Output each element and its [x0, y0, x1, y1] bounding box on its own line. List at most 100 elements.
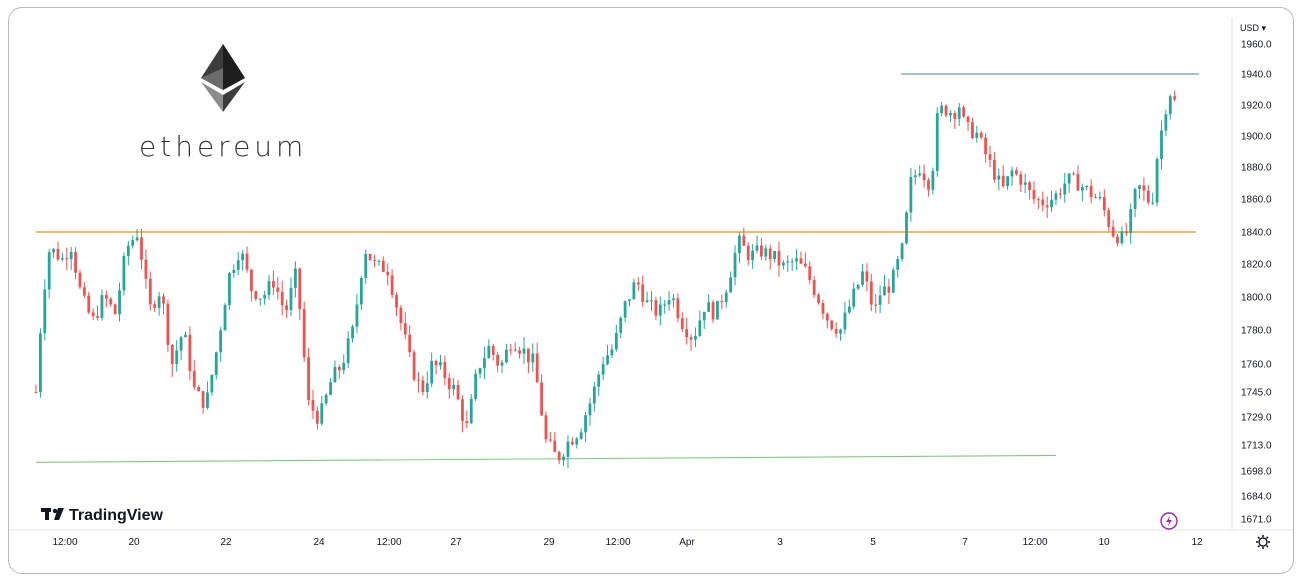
chart-canvas[interactable]: USD ▾ 1960.0 1940.0 1920.0 1900.0 1880.0 1860…: [9, 8, 1293, 573]
candle: [821, 299, 825, 320]
candle-body: [676, 298, 680, 319]
candle-body: [817, 294, 820, 303]
candle: [452, 378, 456, 396]
candle: [773, 250, 776, 263]
candle: [896, 255, 900, 278]
candle: [206, 381, 209, 410]
candle: [544, 411, 548, 444]
candle-body: [381, 260, 385, 272]
candle-body: [931, 171, 935, 190]
candle-body: [368, 253, 372, 261]
candle-body: [100, 295, 104, 318]
time-tick-label: 12:00: [1022, 537, 1047, 548]
candle: [175, 340, 179, 372]
time-tick-label: 22: [220, 537, 232, 548]
candle-body: [320, 403, 324, 424]
candle-body: [236, 260, 240, 270]
candle: [957, 103, 961, 127]
time-tick-label: Apr: [679, 537, 695, 548]
candle-body: [949, 112, 952, 116]
candle: [219, 326, 223, 362]
candle-body: [654, 300, 658, 316]
candle: [834, 322, 838, 338]
candle-body: [373, 260, 376, 262]
candle-body: [74, 251, 77, 273]
candle: [390, 269, 394, 299]
candle: [1067, 173, 1071, 193]
candle-body: [219, 330, 223, 353]
gear-icon[interactable]: [1256, 535, 1270, 549]
candle: [777, 241, 781, 277]
candle-body: [201, 391, 205, 408]
candle-body: [267, 280, 271, 296]
candle-body: [773, 250, 776, 260]
candle: [553, 431, 557, 453]
candle: [346, 331, 350, 369]
candle: [395, 292, 398, 317]
candle-body: [1010, 170, 1014, 177]
candle: [667, 290, 671, 312]
candle: [118, 282, 121, 322]
candle-body: [82, 287, 86, 296]
candle-body: [905, 212, 908, 244]
candle: [1036, 197, 1040, 210]
candle: [680, 312, 684, 332]
candle-body: [232, 269, 236, 273]
candle: [373, 255, 376, 268]
candle: [1085, 184, 1089, 191]
candle: [579, 428, 583, 441]
candle: [636, 277, 640, 291]
candle-body: [1058, 193, 1062, 195]
price-tick-label: 1671.0: [1241, 515, 1272, 526]
candle: [1173, 90, 1177, 102]
candle: [179, 335, 183, 361]
candle: [685, 317, 689, 345]
candle-body: [975, 132, 979, 138]
candle-body: [118, 290, 121, 315]
candle: [531, 343, 535, 372]
candle-body: [760, 245, 763, 257]
candle-body: [548, 439, 552, 441]
candle: [52, 248, 55, 258]
candle: [456, 379, 460, 401]
candle-body: [302, 309, 306, 358]
candle-body: [192, 371, 196, 387]
candle: [56, 241, 60, 262]
tradingview-wordmark: TradingView: [69, 507, 164, 524]
candle: [276, 277, 280, 300]
currency-label[interactable]: USD ▾: [1240, 23, 1267, 33]
candle-body: [351, 326, 354, 339]
candle-body: [60, 258, 64, 260]
candle: [711, 300, 715, 323]
candle-body: [258, 298, 262, 300]
candle: [931, 167, 935, 195]
price-scale[interactable]: 1960.0 1940.0 1920.0 1900.0 1880.0 1860.0 1840…: [1241, 40, 1272, 526]
candle: [702, 311, 706, 330]
candle: [812, 275, 816, 298]
price-tick-label: 1940.0: [1241, 70, 1272, 81]
candle-body: [421, 380, 425, 393]
candle: [953, 110, 957, 130]
candle-body: [993, 159, 996, 180]
price-tick-label: 1800.0: [1241, 293, 1272, 304]
lightning-icon[interactable]: [1160, 512, 1178, 530]
candle: [566, 435, 570, 469]
candle-body: [1138, 185, 1141, 190]
support-line: [35, 454, 1057, 463]
candle: [1160, 120, 1163, 170]
time-scale[interactable]: 12:00 20 22 24 12:00 27 29 12:00 Apr 3 5 7 12:00 10 12: [52, 537, 1203, 548]
candle: [658, 296, 662, 326]
candle: [707, 294, 711, 313]
candle: [610, 344, 614, 358]
candle-body: [839, 329, 842, 334]
candle: [1001, 165, 1005, 189]
candle-body: [329, 382, 332, 395]
candle-body: [628, 299, 631, 302]
candle: [751, 244, 755, 269]
candle-body: [535, 353, 539, 383]
candle: [412, 349, 416, 382]
time-tick-label: 5: [870, 537, 876, 548]
candle-body: [830, 320, 834, 330]
candle: [408, 325, 412, 358]
candle-body: [553, 440, 557, 453]
